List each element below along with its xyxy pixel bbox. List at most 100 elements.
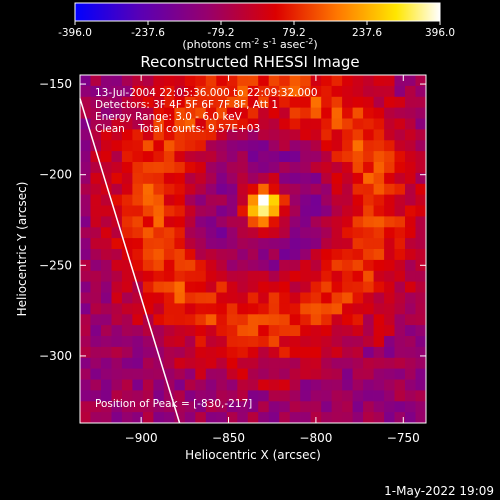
- heatmap-cell: [310, 162, 322, 174]
- heatmap-cell: [373, 118, 385, 130]
- heatmap-cell: [289, 183, 301, 196]
- heatmap-cell: [195, 401, 207, 413]
- heatmap-cell: [184, 270, 196, 283]
- heatmap-cell: [268, 412, 280, 424]
- heatmap-cell: [163, 227, 175, 239]
- heatmap-cell: [205, 401, 217, 413]
- heatmap-cell: [405, 259, 416, 272]
- info-line-2: Detectors: 3F 4F 5F 6F 7F 8F, Att 1: [95, 99, 278, 111]
- heatmap-cell: [258, 336, 270, 348]
- heatmap-cell: [394, 390, 406, 402]
- heatmap-cell: [216, 85, 228, 98]
- heatmap-cell: [237, 183, 249, 196]
- heatmap-cell: [132, 118, 144, 130]
- heatmap-cell: [90, 346, 102, 359]
- heatmap-cell: [111, 357, 123, 370]
- heatmap-cell: [226, 85, 238, 98]
- heatmap-cell: [247, 140, 259, 152]
- heatmap-cell: [405, 292, 416, 304]
- heatmap-cell: [121, 390, 133, 402]
- heatmap-cell: [163, 292, 175, 304]
- heatmap-cell: [331, 96, 343, 109]
- heatmap-cell: [405, 183, 416, 196]
- heatmap-cell: [321, 368, 333, 380]
- heatmap-cell: [195, 368, 207, 380]
- heatmap-cell: [331, 151, 343, 163]
- heatmap-cell: [121, 140, 133, 152]
- heatmap-cell: [405, 205, 416, 217]
- heatmap-cell: [373, 140, 385, 152]
- heatmap-cell: [80, 270, 91, 283]
- heatmap-cell: [216, 75, 228, 87]
- heatmap-cell: [373, 357, 385, 370]
- heatmap-cell: [405, 314, 416, 326]
- heatmap-cell: [142, 194, 154, 206]
- heatmap-cell: [153, 162, 165, 174]
- heatmap-cell: [268, 238, 280, 250]
- heatmap-cell: [174, 140, 186, 152]
- heatmap-cell: [289, 325, 301, 337]
- heatmap-cell: [289, 336, 301, 348]
- heatmap-cell: [195, 194, 207, 206]
- heatmap-cell: [184, 357, 196, 370]
- heatmap-cell: [300, 118, 312, 130]
- heatmap-cell: [101, 314, 112, 326]
- heatmap-cell: [237, 107, 249, 119]
- heatmap-cell: [310, 249, 322, 261]
- heatmap-cell: [163, 336, 175, 348]
- heatmap-cell: [132, 292, 144, 304]
- heatmap-cell: [279, 292, 291, 304]
- heatmap-cell: [142, 162, 154, 174]
- heatmap-cell: [90, 75, 102, 87]
- heatmap-cell: [163, 216, 175, 228]
- heatmap-cell: [132, 303, 144, 315]
- heatmap-cell: [101, 357, 112, 370]
- heatmap-cell: [184, 259, 196, 272]
- heatmap-cell: [237, 401, 249, 413]
- y-axis-label: Heliocentric Y (arcsec): [15, 182, 29, 317]
- x-axis: −900 −850 −800 −750: [125, 75, 420, 445]
- heatmap-cell: [300, 75, 312, 87]
- heatmap-cell: [163, 162, 175, 174]
- heatmap-cell: [289, 118, 301, 130]
- heatmap-cell: [310, 107, 322, 119]
- heatmap-cell: [258, 96, 270, 109]
- heatmap-cell: [342, 183, 354, 196]
- heatmap-cell: [216, 249, 228, 261]
- heatmap-cell: [384, 183, 396, 196]
- heatmap-cell: [247, 75, 259, 87]
- heatmap-cell: [237, 412, 249, 424]
- heatmap-cell: [268, 303, 280, 315]
- heatmap-cell: [289, 75, 301, 87]
- heatmap-cell: [415, 162, 427, 174]
- heatmap-cell: [342, 259, 354, 272]
- heatmap-cell: [174, 357, 186, 370]
- heatmap-cell: [394, 259, 406, 272]
- heatmap-cell: [205, 140, 217, 152]
- heatmap-cell: [132, 140, 144, 152]
- heatmap-cell: [216, 325, 228, 337]
- heatmap-cell: [80, 205, 91, 217]
- heatmap-cell: [352, 259, 364, 272]
- heatmap-cell: [300, 129, 312, 141]
- heatmap-cell: [153, 151, 165, 163]
- heatmap-cell: [394, 281, 406, 293]
- heatmap-cell: [342, 129, 354, 141]
- heatmap-cell: [268, 357, 280, 370]
- heatmap-cell: [237, 85, 249, 98]
- heatmap-cell: [90, 379, 102, 391]
- heatmap-cell: [90, 259, 102, 272]
- heatmap-cell: [321, 194, 333, 206]
- heatmap-cell: [184, 162, 196, 174]
- heatmap-cell: [132, 205, 144, 217]
- heatmap-cell: [226, 205, 238, 217]
- heatmap-cell: [205, 205, 217, 217]
- heatmap-cell: [394, 96, 406, 109]
- heatmap-cell: [373, 183, 385, 196]
- heatmap-cell: [216, 118, 228, 130]
- heatmap-cell: [279, 390, 291, 402]
- heatmap-cell: [205, 390, 217, 402]
- heatmap-cell: [237, 281, 249, 293]
- heatmap-cell: [247, 379, 259, 391]
- heatmap-cell: [373, 194, 385, 206]
